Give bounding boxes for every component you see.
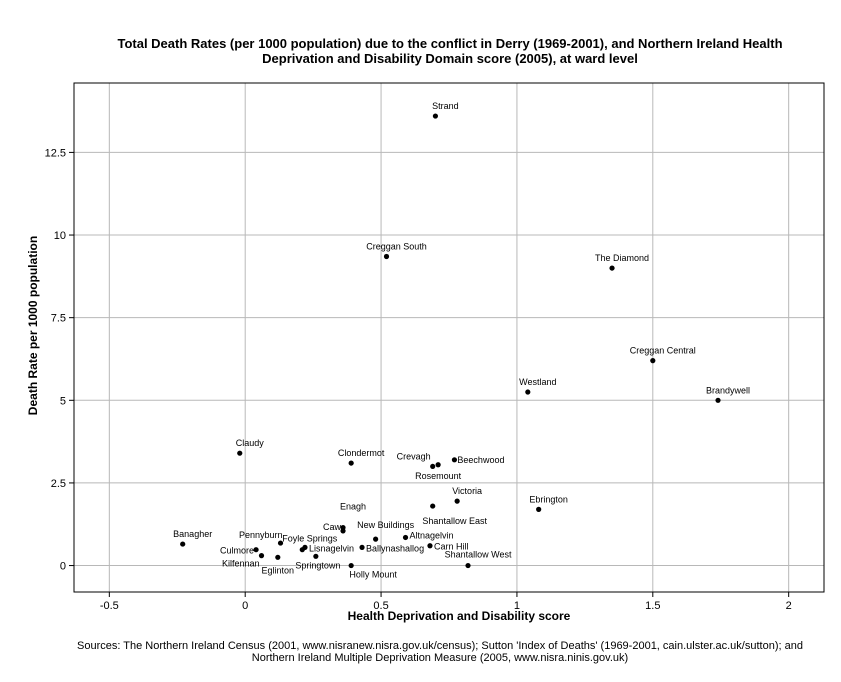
point-label: Springtown bbox=[295, 560, 340, 570]
sources-line-1: Sources: The Northern Ireland Census (20… bbox=[77, 640, 803, 652]
point-label: Ebrington bbox=[529, 494, 568, 504]
data-point bbox=[536, 506, 542, 512]
y-tick-label: 12.5 bbox=[45, 147, 66, 159]
data-point bbox=[427, 543, 433, 549]
y-axis-label: Death Rate per 1000 population bbox=[26, 236, 40, 415]
point-label: Pennyburn bbox=[239, 530, 283, 540]
point-label: Rosemount bbox=[415, 471, 462, 481]
x-tick-label: -0.5 bbox=[100, 600, 119, 612]
point-label: Claudy bbox=[236, 438, 265, 448]
x-tick-label: 1 bbox=[514, 600, 520, 612]
data-point bbox=[650, 358, 656, 364]
data-point bbox=[253, 547, 259, 553]
point-label: Crevagh bbox=[397, 451, 431, 461]
point-label: Westland bbox=[519, 377, 556, 387]
x-tick-label: 0 bbox=[242, 600, 248, 612]
y-tick-label: 2.5 bbox=[51, 478, 66, 490]
data-point bbox=[373, 536, 379, 542]
plot-area bbox=[74, 83, 824, 592]
x-axis-label: Health Deprivation and Disability score bbox=[348, 609, 571, 623]
y-tick-label: 7.5 bbox=[51, 313, 66, 325]
data-point bbox=[383, 253, 390, 260]
point-label: Caw bbox=[323, 522, 342, 532]
point-label: Shantallow West bbox=[445, 550, 512, 560]
plot-frame bbox=[73, 82, 825, 593]
point-label: Kilfennan bbox=[222, 559, 260, 569]
point-label: Foyle Springs bbox=[282, 534, 338, 544]
data-point bbox=[465, 562, 471, 569]
chart-title-line-1: Total Death Rates (per 1000 population) … bbox=[117, 36, 783, 51]
point-label: The Diamond bbox=[595, 253, 649, 263]
point-label: Holly Mount bbox=[349, 570, 397, 580]
point-label: New Buildings bbox=[357, 520, 415, 530]
point-label: Clondermot bbox=[338, 448, 385, 458]
y-tick-label: 10 bbox=[54, 230, 66, 242]
data-point bbox=[525, 389, 531, 395]
point-label: Creggan Central bbox=[630, 346, 696, 356]
point-label: Victoria bbox=[452, 486, 482, 496]
chart-title: Total Death Rates (per 1000 population) … bbox=[60, 36, 840, 66]
point-label: Strand bbox=[432, 101, 459, 111]
data-point bbox=[313, 553, 319, 559]
x-tick-label: 1.5 bbox=[645, 600, 660, 612]
sources-note: Sources: The Northern Ireland Census (20… bbox=[40, 640, 840, 664]
data-point bbox=[430, 463, 436, 470]
point-label: Beechwood bbox=[457, 455, 504, 465]
point-label: Brandywell bbox=[706, 385, 750, 395]
data-point bbox=[430, 503, 436, 509]
data-point bbox=[359, 544, 365, 550]
point-label: Lisnagelvin bbox=[309, 543, 354, 553]
data-point bbox=[277, 540, 284, 546]
sources-line-2: Northern Ireland Multiple Deprivation Me… bbox=[251, 652, 629, 664]
data-point bbox=[299, 547, 305, 553]
data-point bbox=[348, 460, 354, 466]
data-point bbox=[258, 553, 265, 559]
y-tick-label: 0 bbox=[60, 561, 66, 573]
point-label: Culmore bbox=[220, 546, 254, 556]
chart-title-line-2: Deprivation and Disability Domain score … bbox=[262, 51, 638, 66]
data-point bbox=[340, 528, 346, 534]
data-point bbox=[435, 462, 441, 468]
point-label: Eglinton bbox=[262, 565, 295, 575]
data-point bbox=[432, 113, 439, 119]
point-label: Enagh bbox=[340, 502, 366, 512]
data-point bbox=[454, 498, 460, 504]
y-tick-label: 5 bbox=[60, 395, 66, 407]
scatter-chart: -0.5 0 0.5 1 1.5 2 0 2.5 5 7.5 10 12.5 Health Depriv… bbox=[26, 82, 825, 623]
data-point bbox=[715, 397, 721, 403]
data-point bbox=[609, 265, 615, 271]
point-label: Creggan South bbox=[366, 242, 427, 252]
point-label: Shantallow East bbox=[422, 516, 487, 526]
point-label: Altnagelvin bbox=[410, 530, 454, 540]
x-tick-label: 2 bbox=[786, 600, 792, 612]
data-point bbox=[402, 534, 409, 541]
data-point bbox=[275, 554, 281, 560]
point-label: Ballynashallog bbox=[366, 543, 424, 553]
data-point bbox=[451, 457, 458, 463]
point-label: Banagher bbox=[173, 529, 212, 539]
data-point bbox=[237, 450, 243, 456]
point-label: Carn Hill bbox=[434, 542, 469, 552]
data-point bbox=[180, 541, 186, 547]
data-point bbox=[348, 562, 354, 569]
x-tick-label: 0.5 bbox=[373, 600, 388, 612]
